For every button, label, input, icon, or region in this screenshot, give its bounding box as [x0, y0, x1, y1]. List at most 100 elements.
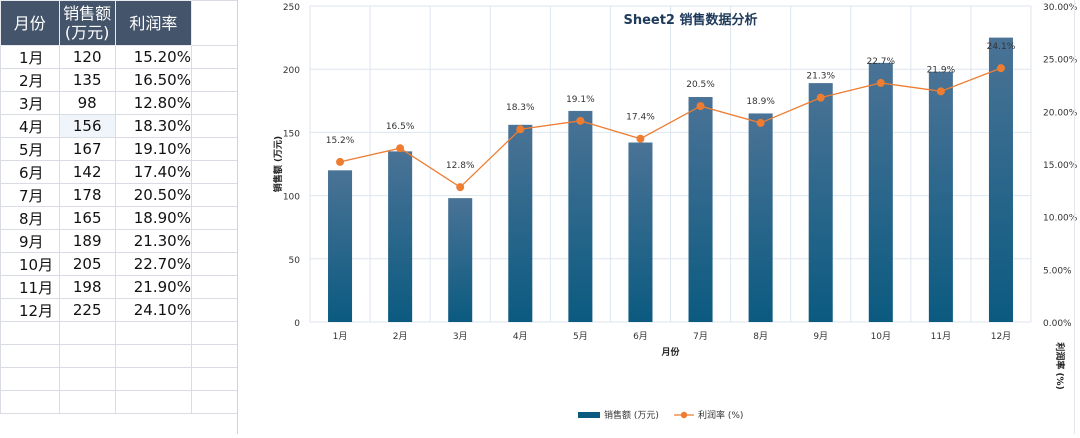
cell-sales[interactable]: 225 [58, 298, 116, 322]
cell-rate[interactable]: 17.40% [114, 160, 192, 184]
cell-rate[interactable]: 12.80% [114, 91, 192, 115]
cell-month[interactable]: 1月 [0, 45, 60, 69]
cell-rate[interactable]: 21.90% [114, 275, 192, 299]
cell-month[interactable]: 3月 [0, 91, 60, 115]
cell-month[interactable]: 6月 [0, 160, 60, 184]
cell-rate[interactable]: 18.30% [114, 114, 192, 138]
table-row: 6月 142 17.40% [0, 160, 241, 184]
empty-cell[interactable] [190, 298, 241, 322]
x-tick-label: 5月 [573, 331, 588, 342]
line-point [396, 144, 405, 153]
data-label: 19.1% [566, 95, 595, 105]
header-sales[interactable]: 销售额 (万元) [58, 0, 116, 46]
empty-cell[interactable] [0, 321, 60, 345]
table-row: 7月 178 20.50% [0, 183, 241, 207]
empty-cell[interactable] [114, 390, 192, 414]
empty-cell[interactable] [190, 275, 241, 299]
header-row: 月份 销售额 (万元) 利润率 [0, 0, 241, 46]
empty-cell[interactable] [58, 367, 116, 391]
empty-cell[interactable] [114, 321, 192, 345]
cell-month[interactable]: 11月 [0, 275, 60, 299]
sheet-divider [237, 0, 238, 434]
cell-sales[interactable]: 142 [58, 160, 116, 184]
cell-sales[interactable]: 165 [58, 206, 116, 230]
empty-cell[interactable] [114, 344, 192, 368]
empty-cell[interactable] [58, 321, 116, 345]
empty-cell[interactable] [190, 344, 241, 368]
cell-month[interactable]: 9月 [0, 229, 60, 253]
line-point [456, 183, 465, 192]
cell-rate[interactable]: 22.70% [114, 252, 192, 276]
empty-cell[interactable] [190, 367, 241, 391]
legend-label-rate: 利润率 (%) [698, 409, 743, 421]
x-tick-label: 9月 [813, 331, 828, 342]
empty-cell[interactable] [190, 390, 241, 414]
empty-cell[interactable] [190, 252, 241, 276]
cell-month[interactable]: 2月 [0, 68, 60, 92]
line-point [816, 93, 825, 102]
cell-month[interactable]: 10月 [0, 252, 60, 276]
empty-cell[interactable] [190, 321, 241, 345]
empty-cell[interactable] [190, 183, 241, 207]
legend-swatch-marker [680, 411, 688, 419]
line-point [576, 116, 585, 125]
empty-cell[interactable] [190, 229, 241, 253]
cell-month[interactable]: 4月 [0, 114, 60, 138]
x-tick-label: 8月 [753, 331, 768, 342]
cell-sales[interactable]: 120 [58, 45, 116, 69]
cell-rate[interactable]: 18.90% [114, 206, 192, 230]
cell-month[interactable]: 7月 [0, 183, 60, 207]
combo-chart[interactable]: 0 50 100 150 200 250 0.00% 5.00% 10.00% 15.00% 20.… [238, 0, 1080, 434]
header-rate[interactable]: 利润率 [114, 0, 192, 46]
cell-month[interactable]: 12月 [0, 298, 60, 322]
line-point [636, 134, 645, 143]
empty-cell[interactable] [190, 160, 241, 184]
cell-rate[interactable]: 19.10% [114, 137, 192, 161]
cell-sales[interactable]: 167 [58, 137, 116, 161]
cell-sales[interactable]: 178 [58, 183, 116, 207]
line-point [876, 78, 885, 87]
empty-cell[interactable] [0, 344, 60, 368]
empty-cell[interactable] [190, 45, 241, 69]
empty-cell[interactable] [58, 390, 116, 414]
cell-rate[interactable]: 16.50% [114, 68, 192, 92]
bar [388, 151, 413, 322]
empty-cell[interactable] [190, 91, 241, 115]
header-month[interactable]: 月份 [0, 0, 60, 46]
y2-tick-label: 10.00% [1043, 214, 1078, 224]
cell-rate[interactable]: 15.20% [114, 45, 192, 69]
cell-month[interactable]: 5月 [0, 137, 60, 161]
cell-rate[interactable]: 24.10% [114, 298, 192, 322]
y2-tick-label: 20.00% [1043, 108, 1078, 118]
x-tick-label: 1月 [333, 331, 348, 342]
y-tick-label: 250 [283, 3, 300, 13]
x-tick-label: 7月 [693, 331, 708, 342]
empty-cell[interactable] [0, 390, 60, 414]
empty-cell[interactable] [190, 114, 241, 138]
line-point [936, 87, 945, 96]
empty-cell[interactable] [190, 0, 241, 46]
bar [748, 113, 773, 322]
table-row: 2月 135 16.50% [0, 68, 241, 92]
cell-sales[interactable]: 156 [58, 114, 116, 138]
line-point [996, 64, 1005, 73]
bar [988, 37, 1013, 322]
chart-area[interactable]: 0 50 100 150 200 250 0.00% 5.00% 10.00% 15.00% 20.… [238, 0, 1080, 434]
chart-border [1074, 0, 1075, 434]
data-label: 21.9% [927, 65, 956, 75]
cell-sales[interactable]: 198 [58, 275, 116, 299]
cell-rate[interactable]: 20.50% [114, 183, 192, 207]
empty-cell[interactable] [58, 344, 116, 368]
cell-sales[interactable]: 98 [58, 91, 116, 115]
cell-month[interactable]: 8月 [0, 206, 60, 230]
empty-cell[interactable] [114, 367, 192, 391]
empty-cell[interactable] [190, 68, 241, 92]
cell-sales[interactable]: 135 [58, 68, 116, 92]
empty-cell[interactable] [190, 137, 241, 161]
y2-tick-label: 15.00% [1043, 161, 1078, 171]
cell-sales[interactable]: 189 [58, 229, 116, 253]
cell-sales[interactable]: 205 [58, 252, 116, 276]
empty-cell[interactable] [0, 367, 60, 391]
empty-cell[interactable] [190, 206, 241, 230]
cell-rate[interactable]: 21.30% [114, 229, 192, 253]
